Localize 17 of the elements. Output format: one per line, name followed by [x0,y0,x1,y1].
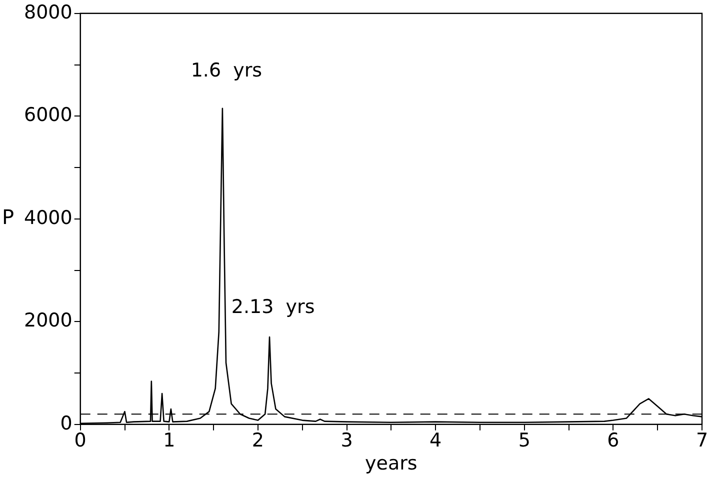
x-tick-label: 1 [163,430,176,452]
y-tick-label: 0 [60,412,72,434]
y-tick-label: 6000 [24,104,72,126]
annotation: 2.13 yrs [231,296,315,318]
x-tick-label: 5 [518,430,530,452]
x-tick-label: 6 [607,430,620,452]
y-axis-title: P [2,205,14,230]
x-tick-label: 4 [430,430,442,452]
x-axis-title: years [365,452,418,475]
x-tick-label: 3 [340,430,353,452]
x-tick-label: 0 [74,430,86,452]
annotation: 1.6 yrs [190,60,262,82]
y-tick-label: 4000 [24,206,72,229]
x-tick-label: 2 [252,430,264,452]
y-tick-label: 8000 [24,1,72,24]
y-tick-label: 2000 [24,310,72,332]
x-tick-label: 7 [696,430,708,452]
